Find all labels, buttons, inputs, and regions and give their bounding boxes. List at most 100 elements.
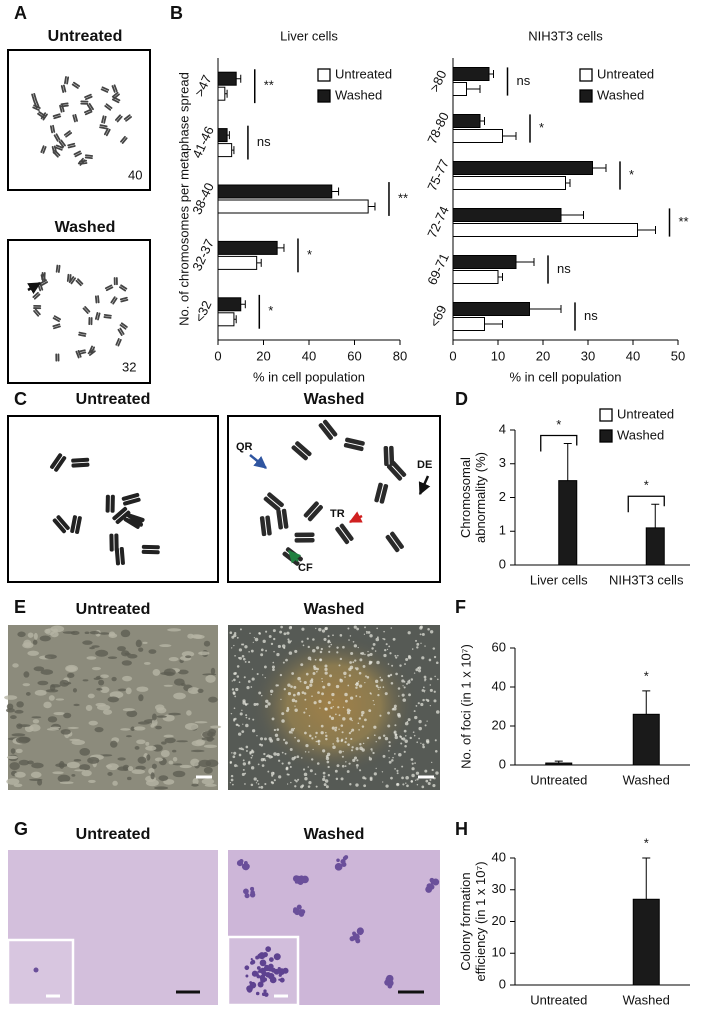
chromosome: [55, 144, 64, 149]
cell: [418, 737, 420, 740]
chromosome: [318, 423, 333, 440]
bar: [452, 270, 499, 284]
x-tick-label: Untreated: [530, 992, 587, 1007]
cell: [48, 695, 55, 701]
cell: [47, 716, 58, 723]
error-bar: [368, 202, 376, 211]
cell: [81, 770, 92, 777]
cell: [122, 708, 135, 712]
cell: [241, 654, 245, 658]
cell: [79, 747, 91, 756]
cell: [383, 630, 385, 633]
chromosome: [84, 108, 92, 114]
chromosome: [127, 513, 145, 522]
x-tick-label: 20: [256, 348, 270, 363]
cell: [367, 650, 369, 653]
cell: [429, 630, 434, 634]
cell: [350, 730, 353, 733]
cell: [423, 686, 425, 689]
cell: [14, 709, 24, 714]
cell: [252, 641, 254, 643]
cell: [260, 648, 264, 652]
legend-label: Washed: [597, 87, 644, 102]
cell: [396, 782, 400, 787]
cell: [403, 686, 406, 689]
image-title: Washed: [55, 219, 116, 236]
cell: [11, 733, 26, 737]
colony: [257, 970, 260, 973]
cell: [290, 781, 292, 784]
cell: [251, 677, 255, 681]
cell: [265, 699, 269, 703]
cell: [319, 707, 321, 709]
cell: [229, 782, 232, 784]
panel-label: A: [14, 3, 27, 23]
cell: [268, 737, 272, 741]
cell: [388, 760, 392, 764]
y-tick-label: 0: [499, 556, 506, 571]
cell: [385, 643, 388, 646]
error-bar: [554, 760, 563, 764]
chromosome: [343, 442, 364, 452]
significance: *: [268, 303, 273, 318]
cell: [410, 780, 414, 783]
cell: [331, 726, 335, 730]
cell: [15, 736, 30, 744]
chromosome: [67, 145, 76, 149]
significance: ns: [257, 134, 271, 149]
cell: [388, 750, 390, 752]
cell: [117, 646, 126, 652]
cell: [44, 628, 51, 634]
cell: [382, 686, 385, 688]
chromosome: [74, 113, 78, 122]
cell: [14, 771, 26, 778]
cell: [287, 692, 292, 696]
chromosome: [114, 533, 119, 552]
cell: [239, 628, 242, 631]
y-tick-label: 60: [492, 639, 506, 654]
x-tick-label: 60: [347, 348, 361, 363]
cell: [244, 660, 247, 663]
bar: [452, 114, 481, 128]
y-axis-label: efficiency (in 1 x 10⁷): [473, 861, 488, 981]
chromosome: [119, 286, 127, 292]
cell: [286, 767, 288, 769]
image-frame: [227, 415, 441, 583]
cell: [402, 783, 405, 786]
chromosome: [119, 324, 127, 330]
cell: [437, 678, 439, 681]
cell: [357, 722, 360, 725]
cell: [243, 769, 245, 771]
x-tick-label: 40: [626, 348, 640, 363]
y-tick-label: 75-77: [424, 157, 452, 193]
error-bar: [480, 117, 485, 125]
cell: [286, 631, 290, 635]
chromosome: [100, 88, 109, 93]
cell: [378, 736, 382, 740]
colony: [268, 963, 274, 970]
chromosome: [115, 338, 120, 346]
chromosome: [74, 152, 82, 158]
image-title: Untreated: [48, 28, 123, 45]
panel-label: D: [455, 389, 468, 409]
cell: [376, 627, 378, 630]
colony: [298, 911, 305, 917]
cell: [280, 625, 283, 629]
error-bar: [516, 258, 535, 266]
cell: [394, 654, 397, 657]
cell: [300, 757, 303, 759]
cell: [369, 652, 373, 657]
cell: [301, 784, 305, 787]
cell: [327, 635, 330, 638]
cell: [346, 711, 351, 715]
cell: [107, 696, 119, 703]
cell: [336, 764, 340, 768]
cell: [404, 739, 408, 743]
cell: [382, 754, 386, 758]
cell: [249, 632, 251, 635]
cell: [251, 668, 254, 670]
cell: [108, 633, 118, 638]
cell: [411, 773, 415, 778]
chromosome: [53, 325, 61, 330]
chromosome: [53, 145, 58, 154]
